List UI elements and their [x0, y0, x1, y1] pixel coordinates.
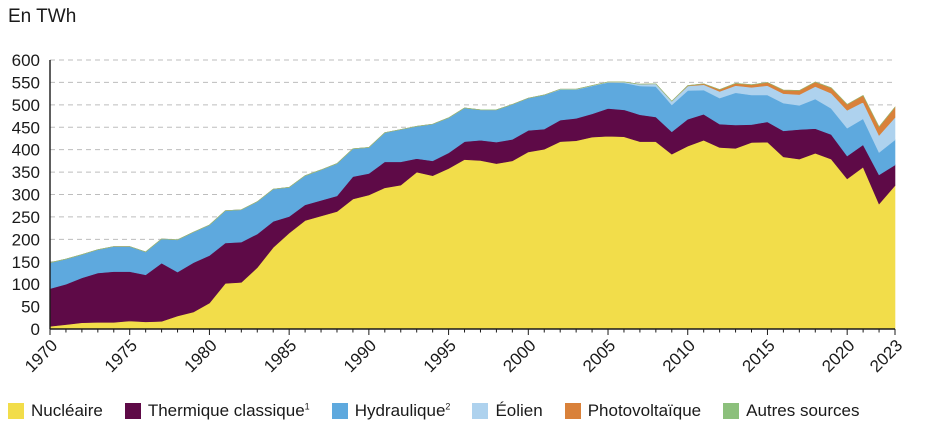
area-series — [49, 81, 896, 330]
stacked-area-chart: 0 50 100 150 200 250 300 350 400 450 500 550 600 197… — [12, 51, 907, 376]
x-tick-label: 1975 — [101, 336, 141, 376]
legend-swatch — [723, 403, 740, 419]
x-tick-label: 2020 — [818, 336, 858, 376]
legend-footnote-marker: 1 — [304, 401, 310, 412]
x-tick-label: 2010 — [659, 336, 699, 376]
legend-label: Éolien — [495, 401, 543, 420]
legend-swatch — [124, 403, 141, 419]
legend-label: Thermique classique1 — [147, 401, 310, 420]
legend-item-2: Thermique classique1 — [124, 401, 310, 421]
axes — [49, 60, 896, 335]
y-tick-label: 0 — [31, 320, 40, 339]
x-tick-label: 1980 — [181, 336, 221, 376]
x-tick-label: 2015 — [739, 336, 779, 376]
legend-label: Photovoltaïque — [587, 401, 702, 420]
x-tick-label: 1995 — [420, 336, 460, 376]
x-tick-label: 2005 — [579, 336, 619, 376]
legend-label: Autres sources — [746, 401, 860, 420]
x-axis-tick-labels: 1970 1975 1980 1985 1990 1995 2000 2005 2010 2015… — [21, 336, 906, 376]
y-tick-label: 400 — [12, 141, 40, 160]
legend-footnote-marker: 2 — [445, 401, 451, 412]
y-tick-label: 150 — [12, 253, 40, 272]
y-tick-label: 350 — [12, 163, 40, 182]
y-tick-label: 300 — [12, 186, 40, 205]
legend-swatch — [8, 403, 24, 419]
y-tick-label: 450 — [12, 118, 40, 137]
y-tick-label: 550 — [12, 73, 40, 92]
x-tick-label: 1985 — [260, 336, 300, 376]
y-axis-tick-labels: 0 50 100 150 200 250 300 350 400 450 500 550 600 — [12, 51, 40, 339]
y-tick-label: 250 — [12, 208, 40, 227]
legend-swatch — [472, 403, 489, 419]
legend-item-3: Hydraulique2 — [331, 401, 451, 421]
legend-label: Nucléaire — [31, 401, 103, 420]
legend-swatch — [331, 403, 348, 419]
y-tick-label: 500 — [12, 96, 40, 115]
unit-label: En TWh — [8, 6, 77, 27]
legend-item-1: Nucléaire — [8, 401, 103, 421]
area-series-6 — [49, 81, 896, 263]
legend-item-6: Autres sources — [723, 401, 860, 421]
legend: Nucléaire Thermique classique1 Hydraulique… — [8, 400, 860, 422]
y-tick-label: 600 — [12, 51, 40, 70]
y-tick-label: 100 — [12, 275, 40, 294]
legend-swatch — [564, 403, 581, 419]
x-tick-label: 1970 — [21, 336, 61, 376]
y-tick-label: 50 — [21, 298, 40, 317]
legend-item-4: Éolien — [472, 401, 543, 421]
legend-label: Hydraulique2 — [354, 401, 451, 420]
x-tick-label: 2000 — [499, 336, 539, 376]
x-tick-label: 2023 — [866, 336, 906, 376]
legend-item-5: Photovoltaïque — [564, 401, 702, 421]
x-tick-label: 1990 — [340, 336, 380, 376]
y-tick-label: 200 — [12, 230, 40, 249]
